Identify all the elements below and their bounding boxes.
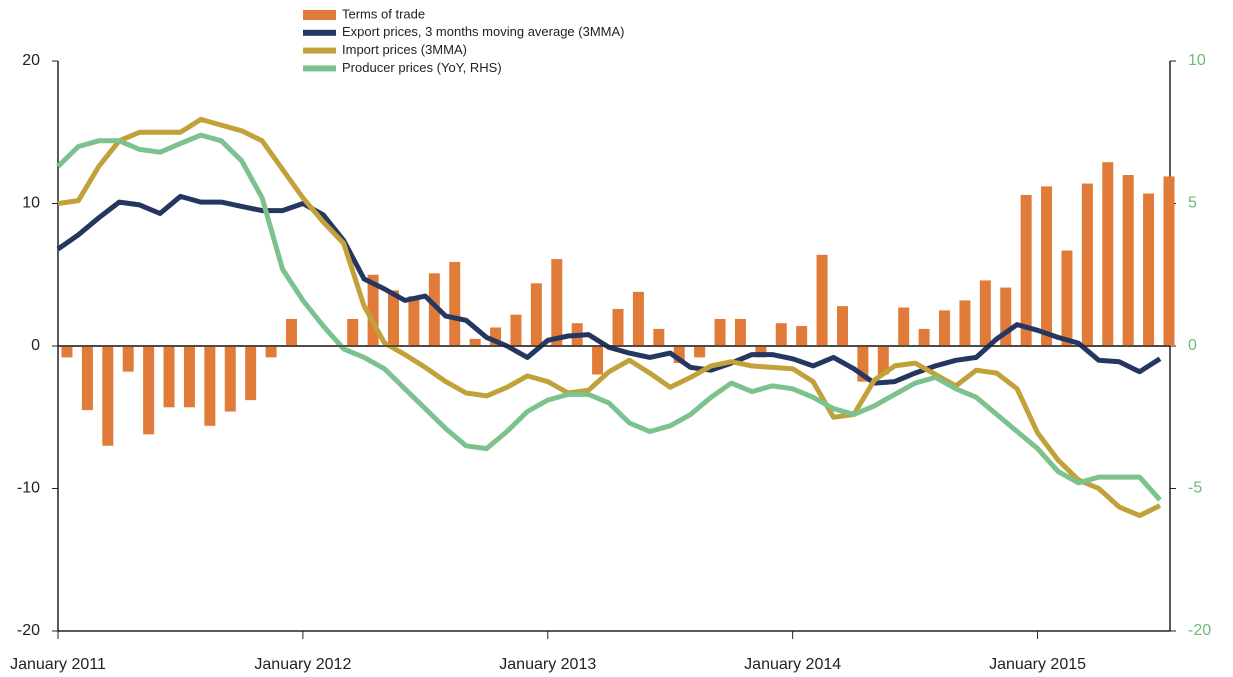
- bar: [490, 327, 502, 346]
- bar: [632, 291, 644, 346]
- bar: [918, 328, 930, 346]
- bar: [367, 274, 379, 346]
- legend-swatch: [303, 10, 336, 20]
- bar: [469, 338, 481, 346]
- bar: [61, 346, 73, 358]
- bar: [1020, 194, 1032, 346]
- x-tick-label: January 2014: [744, 656, 841, 673]
- bar: [979, 280, 991, 346]
- bar: [143, 346, 155, 435]
- bar: [347, 318, 359, 346]
- bar: [265, 346, 277, 358]
- x-tick-label: January 2012: [254, 656, 351, 673]
- bar: [551, 259, 563, 346]
- x-tick-label: January 2011: [10, 656, 106, 673]
- bar: [592, 346, 604, 375]
- x-tick-label: January 2015: [989, 656, 1086, 673]
- line: [56, 132, 1162, 502]
- bar: [530, 283, 542, 346]
- bar: [81, 346, 93, 411]
- legend-label: Export prices, 3 months moving average (…: [342, 24, 625, 39]
- bar: [428, 273, 440, 346]
- bar: [694, 346, 706, 358]
- y2-tick-label: 5: [1188, 195, 1197, 212]
- y-tick-label: 10: [22, 195, 40, 212]
- legend-label: Terms of trade: [342, 6, 425, 21]
- bar: [122, 346, 134, 372]
- y2-tick-label: -5: [1188, 480, 1202, 497]
- legend-label: Import prices (3MMA): [342, 42, 467, 57]
- bar: [959, 300, 971, 346]
- bar: [734, 318, 746, 346]
- legend-swatch: [303, 29, 336, 36]
- bar: [653, 328, 665, 346]
- bar: [714, 318, 726, 346]
- bar: [775, 323, 787, 346]
- bar: [1143, 193, 1155, 346]
- bar: [755, 346, 767, 358]
- bar: [102, 346, 114, 446]
- bar: [245, 346, 257, 401]
- y-tick-label: 0: [31, 337, 40, 354]
- bar: [183, 346, 195, 408]
- y2-tick-label: 0: [1188, 337, 1197, 354]
- y-tick-label: 20: [22, 52, 40, 69]
- bar: [1081, 183, 1093, 346]
- bar: [673, 346, 685, 364]
- legend-swatch: [303, 47, 336, 54]
- bar: [1102, 162, 1114, 346]
- bar: [163, 346, 175, 408]
- bar: [612, 308, 624, 346]
- bar: [1061, 250, 1073, 346]
- line: [57, 116, 1162, 519]
- bar: [796, 326, 808, 346]
- bar: [224, 346, 236, 412]
- y2-tick-label: -20: [1188, 622, 1211, 639]
- bar: [388, 290, 400, 346]
- bar: [816, 254, 828, 346]
- bar: [836, 306, 848, 346]
- x-tick-label: January 2013: [499, 656, 596, 673]
- bar: [1163, 176, 1175, 346]
- bar: [449, 261, 461, 346]
- line: [56, 193, 1162, 386]
- bar: [1122, 175, 1134, 346]
- legend-swatch: [303, 65, 336, 72]
- bar: [857, 346, 869, 382]
- bar: [1041, 186, 1053, 346]
- bar: [939, 310, 951, 346]
- bar: [898, 307, 910, 346]
- bar: [204, 346, 216, 426]
- y-tick-label: -20: [17, 622, 40, 639]
- bar: [510, 314, 522, 346]
- bar: [1000, 287, 1012, 346]
- legend-label: Producer prices (YoY, RHS): [342, 60, 502, 75]
- y-tick-label: -10: [17, 480, 40, 497]
- y2-tick-label: 10: [1188, 52, 1206, 69]
- bar: [408, 296, 420, 346]
- bar: [285, 318, 297, 346]
- bar: [877, 346, 889, 375]
